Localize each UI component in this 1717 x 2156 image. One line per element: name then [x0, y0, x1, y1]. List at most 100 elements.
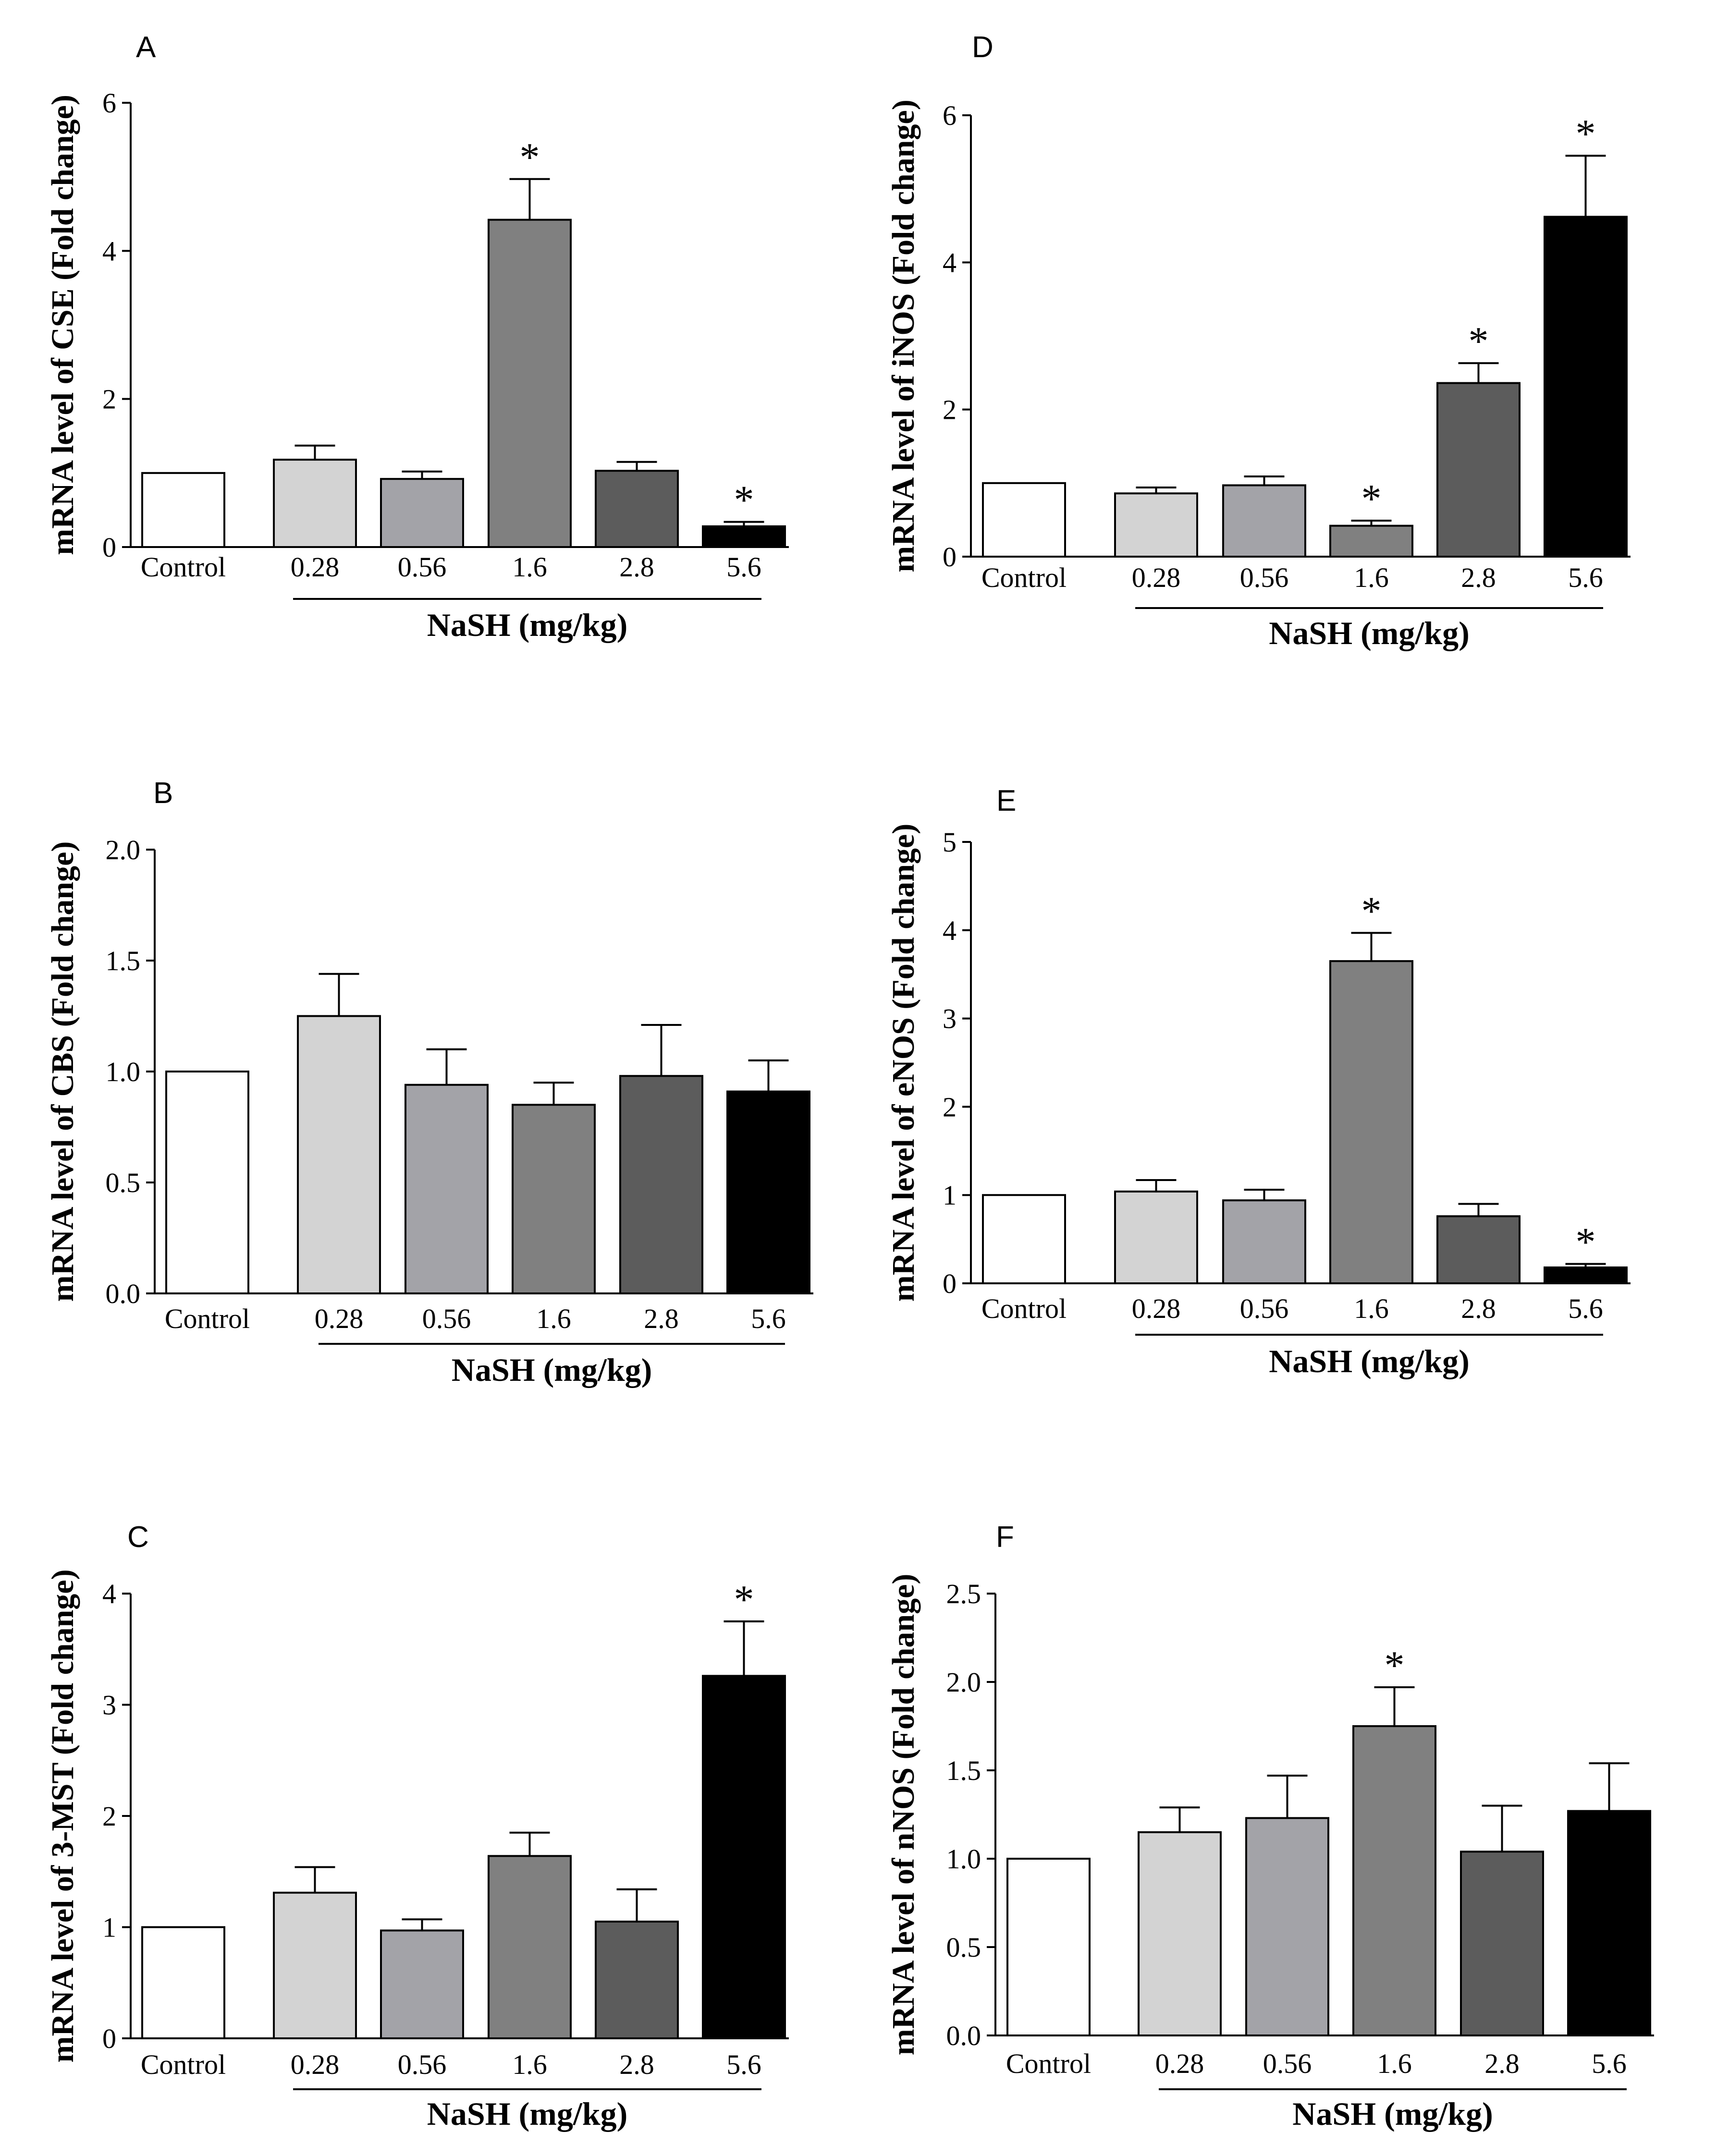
significance-marker: * — [1385, 1643, 1405, 1688]
group-label: NaSH (mg/kg) — [1292, 2095, 1493, 2132]
x-category-label: 0.56 — [398, 551, 447, 583]
bar-1.6 — [1329, 524, 1413, 558]
x-category-label: 1.6 — [1377, 2048, 1412, 2079]
y-tick-label: 2 — [102, 1801, 116, 1832]
bar-0.56 — [1222, 484, 1306, 558]
bar-Control — [982, 1194, 1066, 1284]
x-category-label: 1.6 — [512, 2049, 547, 2080]
x-category-label: 5.6 — [1568, 1293, 1603, 1324]
y-tick-label: 2.0 — [106, 834, 141, 865]
significance-marker: * — [1576, 1220, 1596, 1265]
bar-0.28 — [273, 459, 357, 548]
significance-marker: * — [734, 1577, 754, 1622]
x-category-label: 0.28 — [291, 551, 340, 583]
bar-0.28 — [1138, 1831, 1222, 2037]
bar-1.6 — [512, 1104, 596, 1295]
significance-marker: * — [1576, 111, 1596, 156]
y-tick-label: 6 — [102, 87, 116, 119]
x-category-label: Control — [1006, 2048, 1091, 2079]
y-tick-label: 1 — [102, 1912, 116, 1943]
x-category-label: 2.8 — [1461, 562, 1496, 593]
bar-Control — [1006, 1858, 1091, 2036]
bar-5.6 — [1544, 1266, 1628, 1285]
significance-marker: * — [1469, 319, 1489, 364]
x-category-label: 1.6 — [536, 1303, 571, 1334]
x-category-label: 0.28 — [291, 2049, 340, 2080]
x-category-label: 0.56 — [1263, 2048, 1312, 2079]
panel-c: C 0 1 2 3 4 mRNA level of 3-MST (Fold change) C… — [45, 1521, 789, 2132]
x-category-label: 0.56 — [1240, 1293, 1289, 1324]
y-tick-label: 0 — [102, 2023, 116, 2054]
x-category-label: 0.28 — [1132, 562, 1181, 593]
x-category-label: 2.8 — [1484, 2048, 1520, 2079]
bar-5.6 — [702, 1675, 786, 2040]
y-axis-label: mRNA level of eNOS (Fold change) — [886, 824, 921, 1302]
bar-2.8 — [1460, 1851, 1544, 2037]
y-tick-label: 0.5 — [106, 1167, 141, 1198]
y-tick-label: 3 — [943, 1003, 957, 1035]
y-tick-label: 1.5 — [946, 1755, 981, 1786]
bar-0.56 — [405, 1084, 489, 1294]
panel-d: D 0 2 4 6 mRNA level of iNOS (Fold change) Con… — [886, 31, 1631, 651]
bar-5.6 — [1567, 1810, 1651, 2036]
bar-1.6 — [1352, 1725, 1436, 2036]
x-category-label: 0.56 — [1240, 562, 1289, 593]
y-tick-label: 1 — [943, 1180, 957, 1211]
y-tick-label: 2.5 — [946, 1578, 981, 1609]
bar-2.8 — [619, 1075, 703, 1294]
bar-1.6 — [488, 1855, 572, 2040]
bar-Control — [141, 1926, 225, 2039]
x-category-label: 0.28 — [315, 1303, 364, 1334]
bar-1.6 — [1329, 960, 1413, 1284]
bar-Control — [141, 472, 225, 548]
panel-b: B 0.0 0.5 1.0 1.5 2.0 mRNA level of CBS (Fold … — [45, 777, 813, 1388]
significance-marker: * — [1361, 889, 1382, 933]
x-category-label: Control — [981, 562, 1067, 593]
x-category-label: 5.6 — [1592, 2048, 1627, 2079]
panel-f: F 0.0 0.5 1.0 1.5 2.0 2.5 mRNA level of nNOS (F… — [886, 1521, 1654, 2132]
x-category-label: Control — [141, 2049, 226, 2080]
x-category-label: 5.6 — [751, 1303, 786, 1334]
x-category-label: 0.28 — [1155, 2048, 1204, 2079]
y-axis-label: mRNA level of 3-MST (Fold change) — [45, 1569, 80, 2062]
group-label: NaSH (mg/kg) — [1269, 615, 1469, 651]
x-category-label: 0.28 — [1132, 1293, 1181, 1324]
bar-5.6 — [726, 1090, 810, 1295]
group-label: NaSH (mg/kg) — [452, 1352, 652, 1388]
panel-letter: C — [127, 1521, 149, 1554]
group-label: NaSH (mg/kg) — [427, 607, 627, 643]
group-label: NaSH (mg/kg) — [1269, 1343, 1469, 1379]
y-tick-label: 0 — [943, 1268, 957, 1299]
bar-2.8 — [1436, 382, 1521, 558]
x-category-label: 2.8 — [644, 1303, 679, 1334]
x-category-label: 2.8 — [619, 551, 654, 583]
y-axis-label: mRNA level of CSE (Fold change) — [45, 95, 80, 555]
bar-0.28 — [1114, 1190, 1198, 1284]
bar-Control — [165, 1071, 249, 1294]
bar-Control — [982, 482, 1066, 558]
y-tick-label: 4 — [943, 247, 957, 278]
y-tick-label: 2 — [102, 384, 116, 415]
y-tick-label: 5 — [943, 827, 957, 858]
bar-0.56 — [380, 1929, 464, 2040]
bar-0.28 — [297, 1015, 381, 1294]
bar-0.56 — [380, 478, 464, 548]
x-category-label: 1.6 — [1354, 562, 1389, 593]
panel-a: A 0 2 4 6 mRNA level of CSE (Fold change) Cont… — [45, 31, 789, 643]
y-tick-label: 1.0 — [106, 1056, 141, 1087]
bar-2.8 — [595, 1920, 679, 2040]
y-tick-label: 1.0 — [946, 1843, 981, 1875]
bar-0.56 — [1222, 1199, 1306, 1285]
panel-letter: F — [996, 1521, 1014, 1554]
bar-5.6 — [1544, 216, 1628, 558]
x-category-label: 0.56 — [398, 2049, 447, 2080]
x-category-label: Control — [981, 1293, 1067, 1324]
x-category-label: 2.8 — [619, 2049, 654, 2080]
bar-2.8 — [595, 470, 679, 548]
panel-letter: D — [972, 31, 993, 64]
y-tick-label: 2.0 — [946, 1667, 981, 1698]
x-category-label: 5.6 — [726, 2049, 761, 2080]
y-axis-label: mRNA level of iNOS (Fold change) — [886, 99, 921, 572]
y-tick-label: 0 — [943, 541, 957, 572]
